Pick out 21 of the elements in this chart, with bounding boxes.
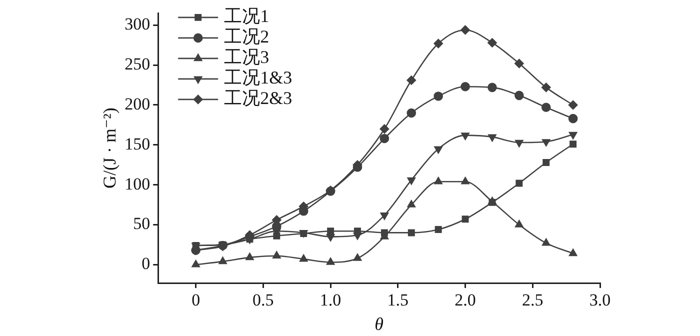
x-tick-label: 1.0: [320, 290, 342, 310]
y-tick-label: 300: [124, 14, 150, 34]
x-tick-label: 0: [192, 290, 200, 310]
y-tick-label: 0: [142, 254, 150, 274]
x-tick-label: 1.5: [387, 290, 409, 310]
legend-label: 工况1: [224, 6, 270, 26]
x-tick-label: 3.0: [589, 290, 611, 310]
x-tick-label: 0.5: [252, 290, 274, 310]
y-axis-title: G/(J · m⁻²): [100, 108, 120, 189]
legend-label: 工况1&3: [224, 68, 292, 88]
y-tick-label: 100: [124, 174, 150, 194]
legend-label: 工况2: [224, 26, 270, 47]
y-tick-label: 150: [124, 134, 150, 154]
x-tick-label: 2.0: [454, 290, 476, 310]
y-tick-label: 200: [124, 94, 150, 114]
y-tick-label: 50: [133, 214, 150, 234]
legend-label: 工况2&3: [224, 88, 292, 108]
x-tick-label: 2.5: [522, 290, 544, 310]
y-tick-label: 250: [124, 54, 150, 74]
legend-label: 工况3: [224, 47, 270, 68]
x-axis-title: θ: [374, 314, 384, 334]
